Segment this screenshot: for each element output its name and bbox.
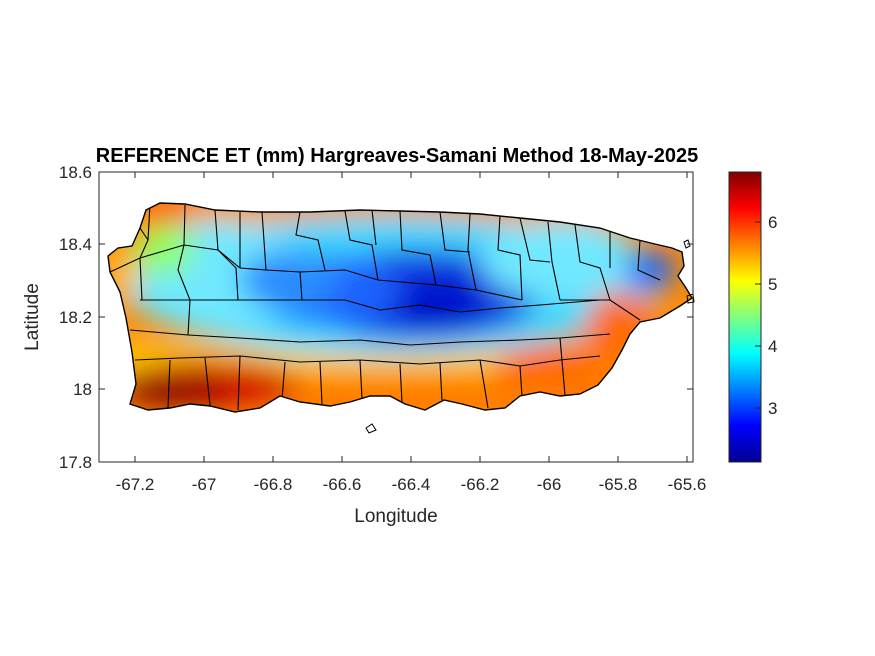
x-tick-label: -65.6	[668, 475, 707, 494]
y-tick-label: 18	[73, 380, 92, 399]
x-tick-label: -66.6	[323, 475, 362, 494]
y-axis-label: Latitude	[22, 283, 43, 351]
x-tick-label: -66.2	[461, 475, 500, 494]
map-axes	[98, 171, 695, 463]
x-tick-label: -66	[537, 475, 562, 494]
y-axis: 18.6 18.4 18.2 18 17.8 Latitude	[22, 163, 693, 472]
colorbar-tick-label: 4	[768, 337, 777, 356]
chart-title: REFERENCE ET (mm) Hargreaves-Samani Meth…	[96, 145, 698, 167]
small-island	[683, 239, 691, 249]
x-tick-label: -66.8	[254, 475, 293, 494]
small-island	[365, 423, 377, 434]
y-tick-label: 18.4	[59, 235, 92, 254]
x-axis: -67.2 -67 -66.8 -66.6 -66.4 -66.2 -66 -6…	[116, 172, 707, 527]
x-axis-label: Longitude	[354, 506, 437, 527]
x-tick-label: -66.4	[392, 475, 431, 494]
x-tick-label: -67.2	[116, 475, 155, 494]
colorbar: 6 5 4 3	[728, 171, 777, 463]
small-island	[686, 293, 695, 304]
y-tick-label: 18.6	[59, 163, 92, 182]
colorbar-tick-label: 6	[768, 213, 777, 232]
colorbar-tick-label: 5	[768, 275, 777, 294]
municipality-boundaries	[109, 204, 661, 411]
colorbar-tick-label: 3	[768, 399, 777, 418]
y-tick-label: 18.2	[59, 308, 92, 327]
x-tick-label: -67	[192, 475, 217, 494]
y-tick-label: 17.8	[59, 453, 92, 472]
x-tick-label: -65.8	[599, 475, 638, 494]
colorbar-gradient	[728, 171, 762, 463]
